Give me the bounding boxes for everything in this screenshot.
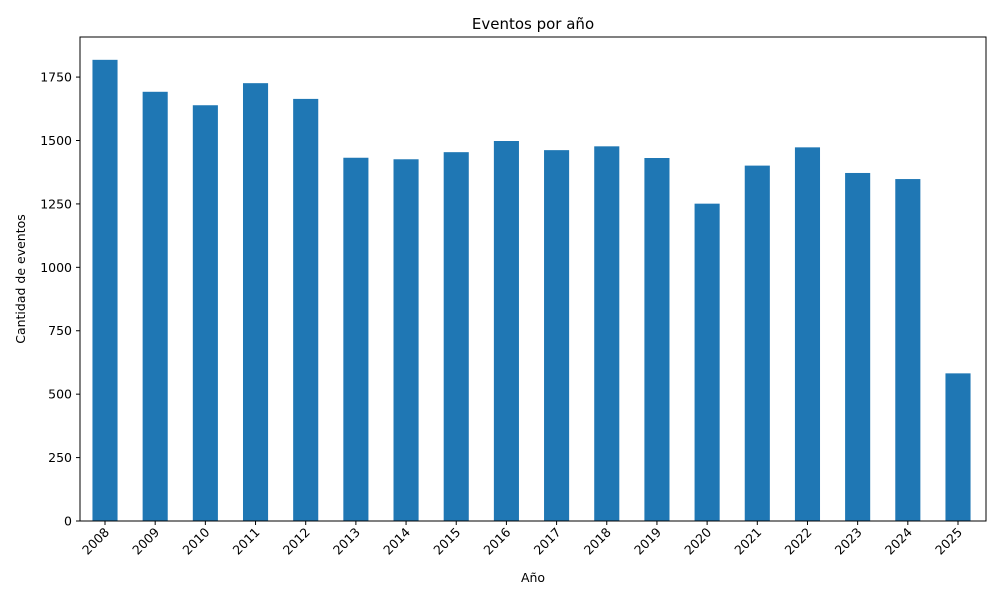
y-axis: 0 250 500 750 1000 1250 1500 1750 (40, 70, 80, 529)
plot-frame (79, 36, 987, 522)
bar-2018 (594, 146, 620, 521)
x-tick-label: 2008 (79, 524, 112, 557)
x-tick-label: 2015 (430, 525, 463, 558)
x-tick-label: 2016 (480, 524, 513, 557)
bar-2023 (845, 172, 871, 521)
chart-title: Eventos por año (472, 15, 594, 33)
bar-2013 (343, 157, 369, 521)
x-tick-label: 2019 (631, 524, 664, 557)
y-tick-label: 1500 (40, 133, 72, 148)
x-tick-label: 2010 (179, 524, 212, 557)
bar-2016 (493, 141, 519, 521)
x-tick-label: 2018 (581, 524, 614, 557)
x-tick-label: 2009 (129, 524, 162, 557)
x-tick-label: 2013 (330, 525, 363, 558)
x-tick-label: 2014 (380, 524, 413, 557)
x-tick-label: 2024 (882, 524, 915, 557)
x-tick-label: 2017 (531, 525, 564, 558)
y-tick-label: 1750 (40, 70, 72, 85)
bar-2012 (293, 98, 319, 522)
x-tick-label: 2012 (280, 525, 313, 558)
x-tick-label: 2022 (781, 525, 814, 558)
y-tick-label: 500 (48, 387, 72, 402)
x-tick-label: 2020 (681, 524, 714, 557)
bar-2011 (242, 83, 269, 522)
bar-2021 (744, 165, 770, 522)
bars-group (92, 59, 971, 522)
x-tick-label: 2023 (832, 525, 865, 558)
bar-2024 (895, 179, 921, 522)
x-tick-label: 2011 (230, 525, 263, 558)
x-axis: 2008 2009 2010 2011 2012 2013 2014 2015 2016 2017… (79, 521, 965, 558)
y-tick-label: 1250 (40, 196, 72, 211)
bar-2014 (393, 159, 419, 521)
x-axis-label: Año (521, 570, 545, 585)
bar-2022 (794, 147, 821, 521)
bar-2010 (192, 105, 218, 522)
bar-2019 (644, 158, 670, 521)
bar-2009 (142, 91, 168, 521)
bar-2025 (945, 373, 971, 521)
bar-2020 (694, 203, 720, 521)
bar-2017 (544, 150, 570, 521)
y-tick-label: 0 (64, 514, 72, 529)
bar-2015 (443, 152, 469, 522)
y-axis-label: Cantidad de eventos (13, 214, 28, 344)
x-tick-label: 2021 (731, 525, 764, 558)
x-tick-label: 2025 (932, 525, 965, 558)
y-tick-label: 250 (48, 450, 72, 465)
bar-2008 (92, 59, 118, 521)
y-tick-label: 750 (48, 323, 72, 338)
y-tick-label: 1000 (40, 260, 72, 275)
